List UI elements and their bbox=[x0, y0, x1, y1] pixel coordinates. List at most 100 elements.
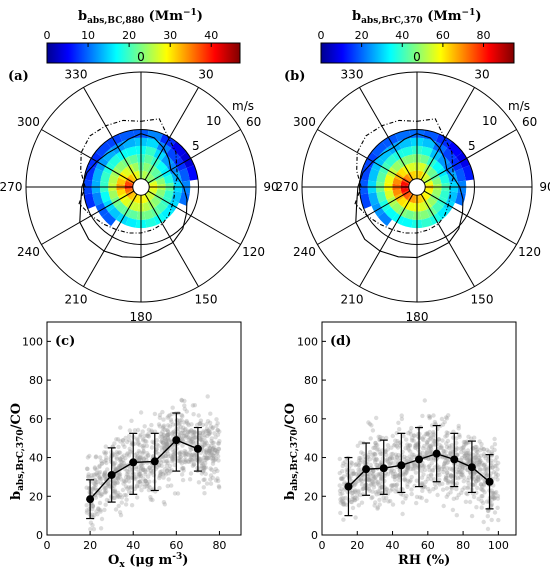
scatter-point bbox=[450, 481, 455, 486]
scatter-point bbox=[206, 432, 212, 437]
scatter-point bbox=[146, 483, 151, 489]
scatter-point bbox=[161, 432, 167, 437]
scatter-point bbox=[161, 444, 166, 450]
scatter-point bbox=[388, 498, 393, 504]
polar-angle-label: 330 bbox=[341, 67, 364, 81]
scatter-point bbox=[406, 447, 411, 452]
scatter-point bbox=[185, 459, 191, 464]
scatter-point bbox=[373, 441, 378, 446]
scatter-point bbox=[370, 481, 375, 486]
scatter-point bbox=[480, 461, 485, 466]
colorbar-tick-label: 60 bbox=[436, 29, 450, 42]
mean-point bbox=[397, 461, 406, 470]
scatter-point bbox=[167, 413, 172, 418]
scatter-point bbox=[369, 470, 374, 476]
scatter-point bbox=[448, 490, 453, 495]
scatter-point bbox=[208, 466, 213, 471]
scatter-point bbox=[181, 434, 186, 439]
scatter-point bbox=[112, 483, 117, 489]
scatter-point bbox=[183, 451, 189, 457]
scatter-point bbox=[171, 454, 176, 459]
scatter-point bbox=[387, 456, 393, 461]
scatter-point bbox=[138, 434, 143, 439]
scatter-point bbox=[165, 441, 170, 446]
scatter-point bbox=[138, 466, 144, 471]
scatter-point bbox=[162, 436, 167, 441]
scatter-point bbox=[466, 454, 471, 459]
scatter-point bbox=[98, 509, 103, 514]
scatter-point bbox=[98, 507, 103, 513]
scatter-point bbox=[449, 486, 455, 491]
scatter-point bbox=[354, 472, 359, 477]
scatter-point bbox=[154, 442, 160, 447]
scatter-point bbox=[341, 496, 346, 501]
scatter-point bbox=[446, 473, 451, 478]
polar-bin bbox=[371, 141, 387, 157]
scatter-point bbox=[440, 422, 446, 427]
scatter-point bbox=[215, 421, 220, 426]
scatter-point bbox=[384, 435, 389, 441]
polar-angle-label: 270 bbox=[276, 180, 299, 194]
scatter-point bbox=[191, 433, 196, 438]
scatter-point bbox=[352, 489, 357, 495]
scatter-point bbox=[413, 443, 419, 448]
scatter-point bbox=[93, 455, 99, 460]
polar-angle-label: 30 bbox=[198, 67, 213, 81]
scatter-point bbox=[424, 450, 429, 455]
scatter-point bbox=[156, 422, 162, 427]
scatter-d-xlabel: RH (%) bbox=[398, 553, 450, 568]
scatter-point bbox=[155, 464, 160, 470]
scatter-point bbox=[348, 474, 353, 479]
scatter-point bbox=[461, 475, 467, 480]
polar-angle-label: 240 bbox=[17, 245, 40, 259]
scatter-point bbox=[125, 476, 131, 481]
scatter-point bbox=[426, 464, 431, 470]
scatter-point bbox=[149, 445, 155, 450]
scatter-point bbox=[138, 410, 144, 415]
scatter-point bbox=[117, 474, 123, 479]
scatter-point bbox=[407, 443, 413, 448]
scatter-point bbox=[455, 446, 460, 451]
scatter-point bbox=[121, 457, 126, 463]
scatter-point bbox=[447, 444, 452, 449]
scatter-point bbox=[157, 474, 162, 479]
scatter-point bbox=[409, 487, 414, 492]
scatter-point bbox=[353, 515, 358, 520]
scatter-point bbox=[431, 457, 436, 462]
polar-angle-label: 180 bbox=[406, 310, 429, 324]
scatter-point bbox=[196, 480, 202, 485]
polar-bin bbox=[148, 180, 158, 186]
scatter-point bbox=[469, 436, 474, 441]
scatter-point bbox=[441, 503, 446, 509]
scatter-point bbox=[157, 463, 162, 468]
polar-bin bbox=[423, 129, 440, 142]
scatter-point bbox=[367, 457, 373, 462]
scatter-point bbox=[443, 459, 448, 464]
scatter-point bbox=[454, 472, 459, 477]
scatter-point bbox=[192, 403, 197, 408]
scatter-point bbox=[135, 427, 141, 433]
scatter-point bbox=[204, 481, 210, 486]
scatter-point bbox=[166, 437, 171, 442]
scatter-point bbox=[411, 467, 416, 472]
scatter-point bbox=[432, 419, 438, 425]
scatter-point bbox=[185, 452, 190, 457]
scatter-point bbox=[432, 477, 437, 482]
colorbar-tick-label: 20 bbox=[355, 29, 369, 42]
scatter-point bbox=[134, 484, 139, 489]
scatter-point bbox=[450, 507, 456, 513]
scatter-point bbox=[348, 460, 354, 465]
scatter-point bbox=[379, 485, 384, 490]
scatter-point bbox=[448, 485, 453, 490]
polar-bin bbox=[114, 160, 126, 172]
scatter-point bbox=[104, 460, 109, 466]
scatter-point bbox=[206, 450, 212, 455]
scatter-point bbox=[189, 436, 194, 442]
scatter-point bbox=[393, 471, 398, 477]
scatter-point bbox=[337, 470, 342, 476]
scatter-point bbox=[378, 471, 384, 477]
scatter-point bbox=[373, 440, 378, 446]
scatter-point bbox=[197, 430, 203, 436]
x-tick-label: 60 bbox=[421, 539, 435, 552]
